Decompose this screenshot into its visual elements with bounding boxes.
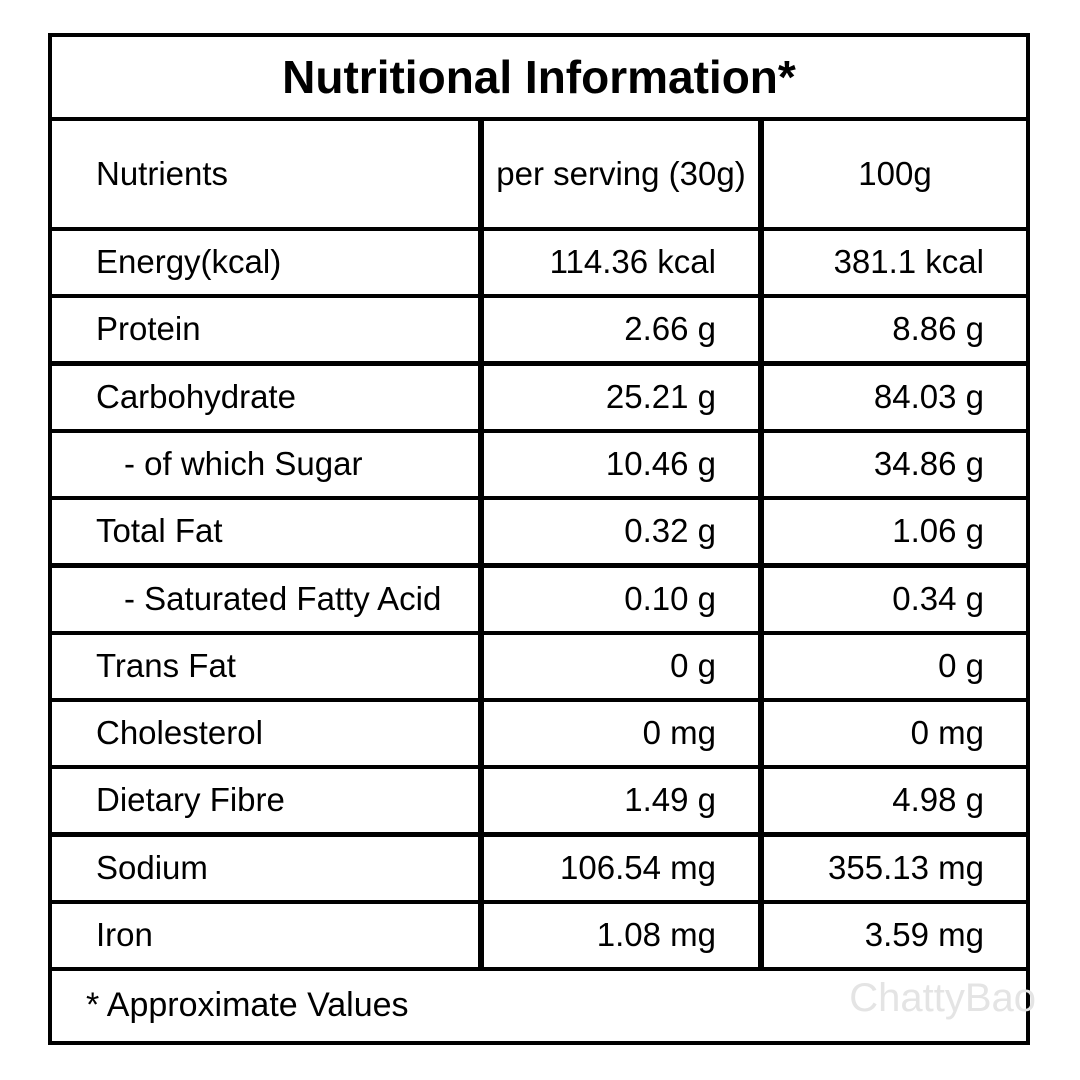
nutrient-value: 3.59 mg [764,904,1026,967]
nutrient-value: 106.54 mg [484,837,758,900]
nutrient-value: 8.86 g [764,298,1026,361]
header-cell: Nutrients [52,121,478,227]
nutrient-name: Iron [52,904,478,967]
nutrient-value: 0 mg [764,702,1026,765]
nutrient-value: 0 g [764,635,1026,698]
nutrient-value: 0 mg [484,702,758,765]
nutrient-name: Trans Fat [52,635,478,698]
nutrient-value: 4.98 g [764,769,1026,832]
nutrient-value: 355.13 mg [764,837,1026,900]
nutrient-name: Energy(kcal) [52,231,478,294]
nutrient-value: 0.10 g [484,568,758,631]
nutrient-value: 1.49 g [484,769,758,832]
nutrient-name: Sodium [52,837,478,900]
nutrient-value: 0.34 g [764,568,1026,631]
nutrient-name: - of which Sugar [52,433,478,496]
table-frame: Nutritional Information* Nutrients per ser… [48,33,1030,1045]
title: Nutritional Information* [52,37,1026,117]
nutrient-value: 10.46 g [484,433,758,496]
nutrient-name: Dietary Fibre [52,769,478,832]
nutrient-value: 84.03 g [764,366,1026,429]
nutrient-value: 34.86 g [764,433,1026,496]
nutrient-name: Protein [52,298,478,361]
nutrient-name: Cholesterol [52,702,478,765]
nutrient-value: 0.32 g [484,500,758,563]
nutrient-value: 1.08 mg [484,904,758,967]
nutrient-name: Carbohydrate [52,366,478,429]
nutrient-value: 0 g [484,635,758,698]
nutrient-value: 381.1 kcal [764,231,1026,294]
nutrient-value: 114.36 kcal [484,231,758,294]
header-cell: 100g [764,121,1026,227]
footnote: * Approximate Values [52,971,1026,1041]
header-cell: per serving (30g) [484,121,758,227]
nutrient-value: 25.21 g [484,366,758,429]
nutrient-name: - Saturated Fatty Acid [52,568,478,631]
nutrient-value: 2.66 g [484,298,758,361]
nutrient-value: 1.06 g [764,500,1026,563]
nutrient-name: Total Fat [52,500,478,563]
